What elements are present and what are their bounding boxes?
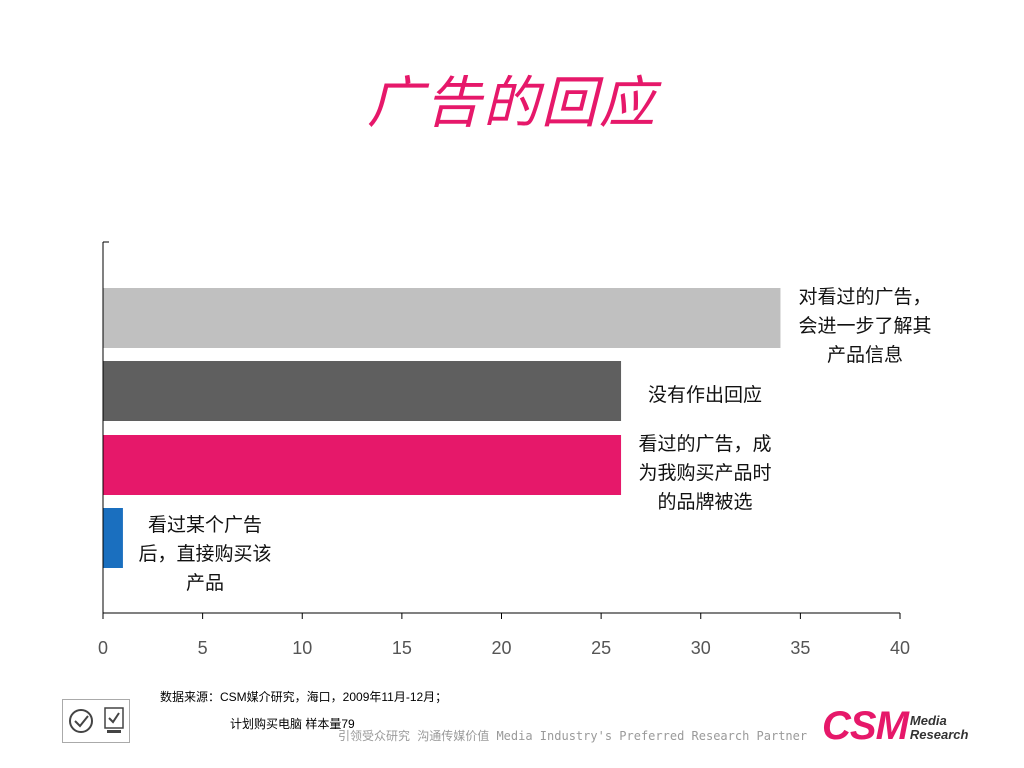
bar-label-4: 看过某个广告 后，直接购买该 产品 <box>120 511 290 598</box>
x-tick-label: 5 <box>198 638 208 658</box>
bar-label-line: 产品 <box>185 572 224 594</box>
x-tick-label: 0 <box>98 638 108 658</box>
bar-label-2: 没有作出回应 <box>625 381 785 410</box>
bar-label-line: 产品信息 <box>826 344 903 366</box>
x-tick-label: 40 <box>890 638 910 658</box>
x-tick-label: 15 <box>392 638 412 658</box>
bar-label-line: 看过的广告，成 <box>638 433 772 455</box>
bar-label-line: 会进一步了解其 <box>798 315 932 337</box>
bar-label-line: 的品牌被选 <box>657 491 753 513</box>
sgs-icon <box>69 709 93 733</box>
sample-note: 计划购买电脑 样本量79 <box>230 717 355 731</box>
bar-2 <box>103 361 622 421</box>
chart-title: 广告的回应 <box>367 71 657 136</box>
bar-4 <box>103 508 123 568</box>
bar-label-3: 看过的广告，成 为我购买产品时 的品牌被选 <box>620 430 790 517</box>
x-tick-label: 10 <box>292 638 312 658</box>
bar-label-line: 看过某个广告 <box>147 514 262 536</box>
bar-1 <box>103 288 781 348</box>
bar-3 <box>103 435 622 495</box>
x-tick-label: 30 <box>691 638 711 658</box>
bar-chart: 0 5 10 15 20 25 30 35 40 <box>98 241 910 658</box>
bar-label-1: 对看过的广告， 会进一步了解其 产品信息 <box>780 283 950 370</box>
source-note: 数据来源：CSM媒介研究，海口，2009年11月-12月； <box>160 690 448 704</box>
csm-logo-text: CSM <box>822 704 909 748</box>
bar-label-line: 后，直接购买该 <box>138 543 272 565</box>
x-tick-label: 35 <box>790 638 810 658</box>
certification-logos <box>62 699 130 743</box>
bar-label-line: 没有作出回应 <box>647 384 762 406</box>
slogan: 引领受众研究 沟通传媒价值 Media Industry's Preferred… <box>338 729 808 743</box>
csm-logo: CSM Media Research <box>822 706 968 746</box>
bar-label-line: 对看过的广告， <box>798 286 932 308</box>
bar-label-line: 为我购买产品时 <box>638 462 772 484</box>
ukas-icon <box>104 707 124 733</box>
x-tick-label: 20 <box>491 638 511 658</box>
x-tick-label: 25 <box>591 638 611 658</box>
csm-logo-subtitle: Media Research <box>909 713 969 742</box>
